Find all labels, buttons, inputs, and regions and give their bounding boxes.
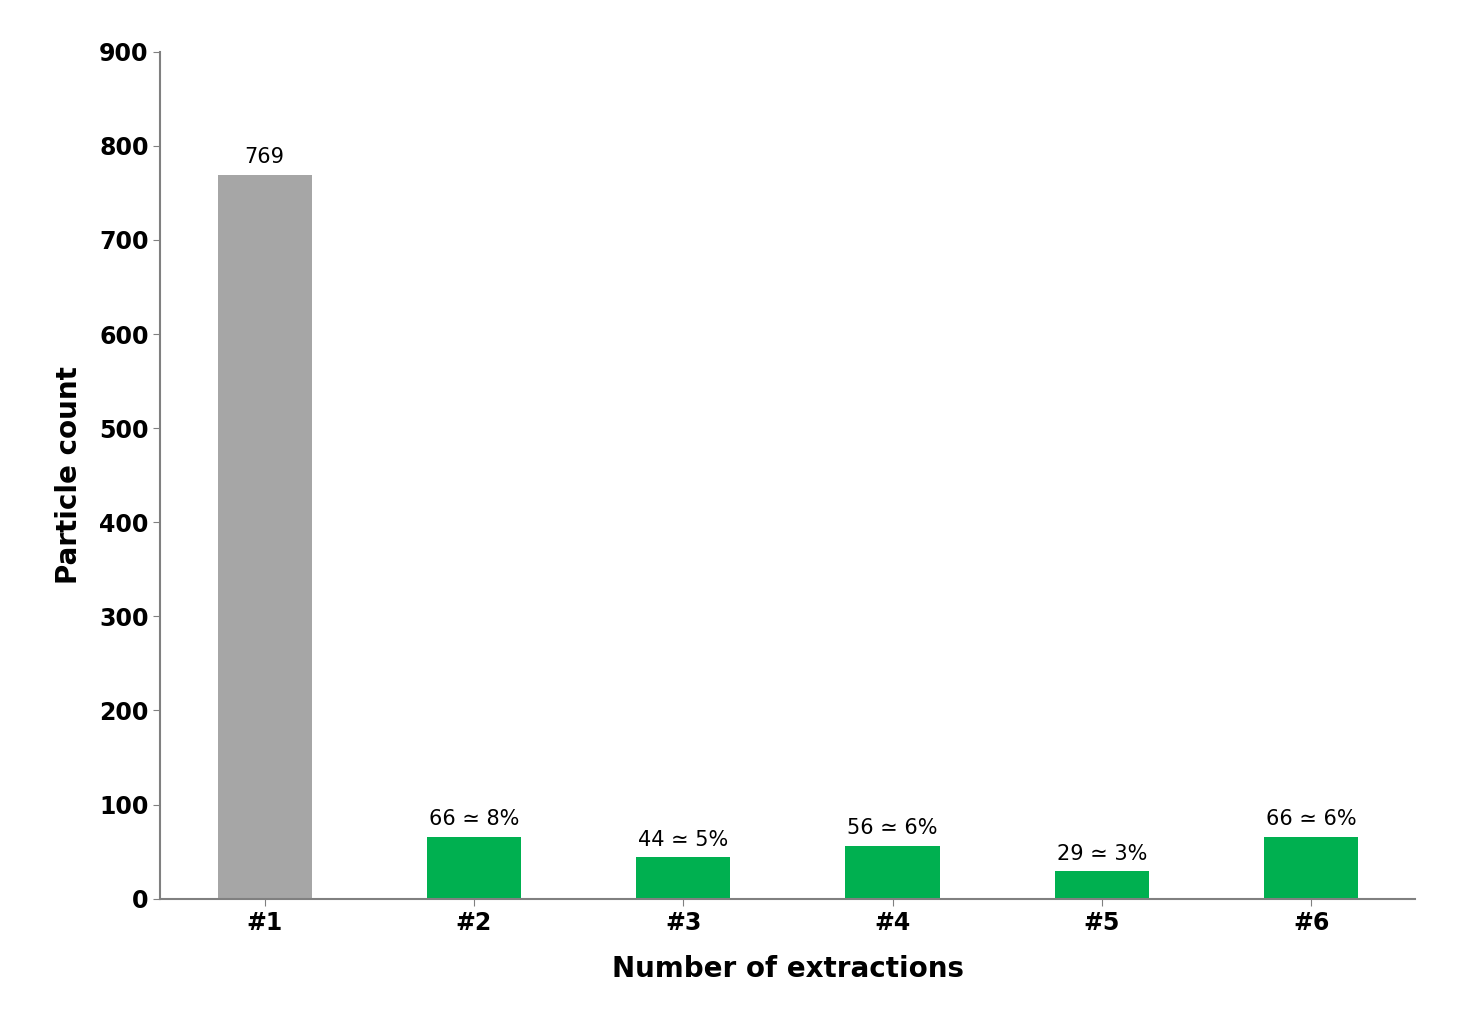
- Text: 56 ≃ 6%: 56 ≃ 6%: [848, 818, 938, 839]
- Text: 44 ≃ 5%: 44 ≃ 5%: [638, 829, 728, 850]
- Bar: [1055, 872, 1148, 899]
- Y-axis label: Particle count: Particle count: [54, 367, 83, 584]
- Bar: [217, 175, 312, 899]
- Bar: [1263, 837, 1358, 899]
- Text: 66 ≃ 6%: 66 ≃ 6%: [1266, 809, 1357, 829]
- X-axis label: Number of extractions: Number of extractions: [611, 956, 964, 983]
- Text: 29 ≃ 3%: 29 ≃ 3%: [1056, 844, 1147, 864]
- Bar: [427, 837, 521, 899]
- Text: 769: 769: [245, 148, 285, 167]
- Bar: [845, 846, 940, 899]
- Text: 66 ≃ 8%: 66 ≃ 8%: [429, 809, 519, 829]
- Bar: [636, 857, 731, 899]
